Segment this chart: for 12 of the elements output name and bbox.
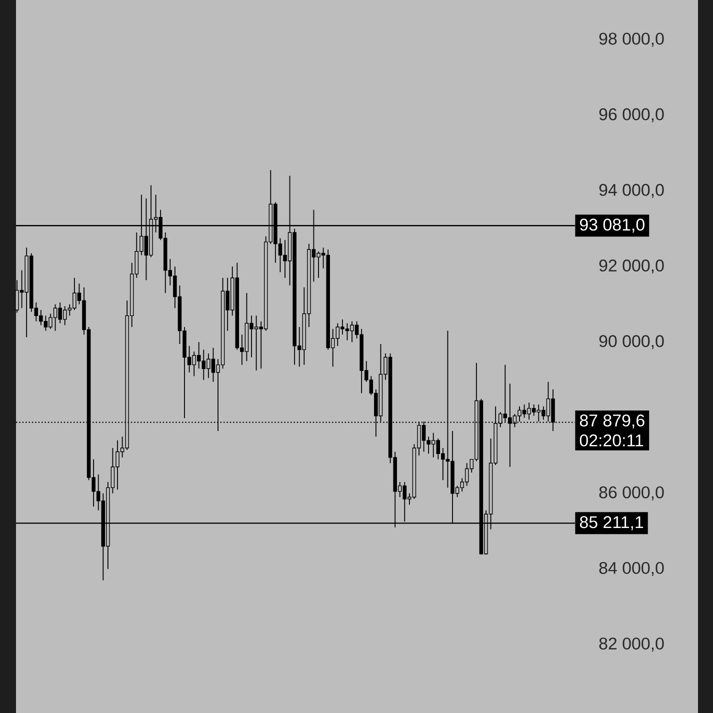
ref-line-label: 87 879,6 — [580, 414, 644, 428]
y-tick-label: 94 000,0 — [599, 184, 664, 198]
y-tick-label: 82 000,0 — [599, 638, 664, 652]
y-tick-label: 98 000,0 — [599, 32, 664, 47]
ref-line-label: 93 081,0 — [580, 218, 644, 233]
y-tick-label: 90 000,0 — [599, 335, 664, 350]
ref-line-label: 85 211,1 — [580, 516, 644, 530]
text: 02:20:11 — [580, 434, 644, 446]
y-tick-label: 96 000,0 — [599, 108, 664, 122]
y-tick-label: 84 000,0 — [599, 562, 664, 576]
y-tick-label: 86 000,0 — [599, 486, 664, 500]
y-tick-label: 92 000,0 — [599, 260, 664, 274]
